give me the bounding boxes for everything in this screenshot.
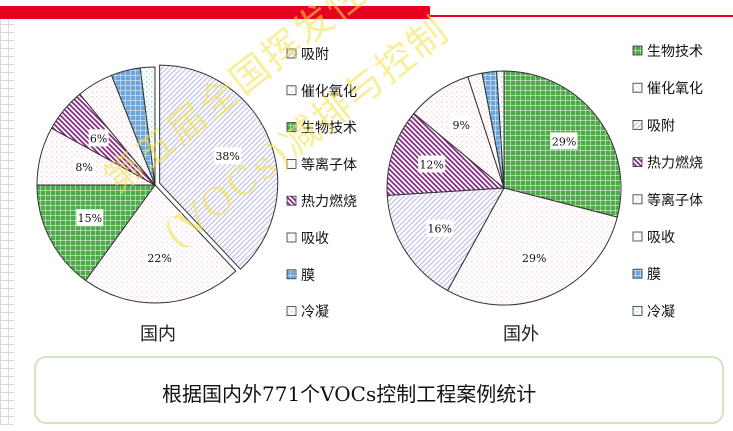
legend-swatch [632,231,643,242]
legend-swatch [286,306,297,317]
data-label-box [88,129,109,147]
legend-label: 膜 [647,267,661,283]
legend-swatch [632,157,643,168]
data-label: 15% [78,212,102,225]
legend-swatch [286,195,297,206]
data-label: 22% [147,252,171,265]
pie-slice-domestic-2 [36,184,156,282]
data-label-box [520,248,548,266]
legend-swatch [286,269,297,280]
data-label-box [426,219,454,237]
data-label: 29% [552,135,576,148]
pie-title-domestic: 国内 [140,324,176,345]
legend-swatch [286,158,297,169]
legend-label: 吸收 [647,230,675,246]
pie-slice-foreign-7 [496,70,505,189]
data-label: 29% [522,252,546,265]
header-red-line [430,15,733,17]
legend-swatch [632,82,643,93]
pie-foreign: 29% 29% 16% 12% 9% [386,70,622,306]
legend-label: 热力燃烧 [647,155,703,172]
data-label: 38% [215,150,239,163]
legend-swatch [632,194,643,205]
pie-slice-foreign-3 [386,112,506,196]
pie-slice-foreign-1 [446,187,618,306]
legend-label: 等离子体 [647,192,703,209]
legend-swatch [632,268,643,279]
data-label-box [214,147,242,165]
pie-slice-domestic-0 [159,64,279,270]
pie-slice-foreign-2 [386,187,505,292]
legend-label: 催化氧化 [647,81,703,97]
data-label-box [146,249,174,267]
caption-box [34,356,724,424]
legend-swatch [632,45,643,56]
legend-label: 吸收 [301,231,329,247]
pie-domestic: 38% 22% 15% 8% 6% [36,64,279,304]
legend-label: 膜 [301,268,315,284]
pie-slice-domestic-1 [84,184,237,304]
legend-swatch [286,232,297,243]
legend-label: 生物技术 [647,44,703,60]
data-label-box [418,155,446,173]
data-label-box [74,157,95,175]
data-label: 9% [453,119,470,132]
left-grid-decoration [0,20,14,425]
caption-text: 根据国内外771个VOCs控制工程案例统计 [162,382,537,406]
legend-swatch [632,305,643,316]
data-label: 6% [90,132,107,145]
legend-label: 催化氧化 [301,84,357,100]
data-label-box [550,132,578,150]
legend-label: 等离子体 [301,156,357,173]
legend-label: 热力燃烧 [301,193,357,210]
legend-swatch [286,48,297,59]
data-label-box [76,209,104,227]
pie-slice-domestic-7 [139,66,156,186]
legend-swatch [286,122,297,132]
legend-label: 吸附 [647,118,675,134]
legend-label: 生物技术 [301,121,357,137]
header-red-bar [0,6,430,19]
legend-swatch [632,120,643,130]
legend-label: 冷凝 [647,304,675,320]
data-label: 12% [419,158,443,171]
data-label-box [451,116,472,134]
legend-label: 吸附 [301,47,329,63]
legend-swatch [286,85,297,96]
data-label: 8% [75,161,92,174]
legend-label: 冷凝 [301,305,329,321]
data-label: 16% [428,223,452,236]
pie-title-foreign: 国外 [503,324,539,345]
